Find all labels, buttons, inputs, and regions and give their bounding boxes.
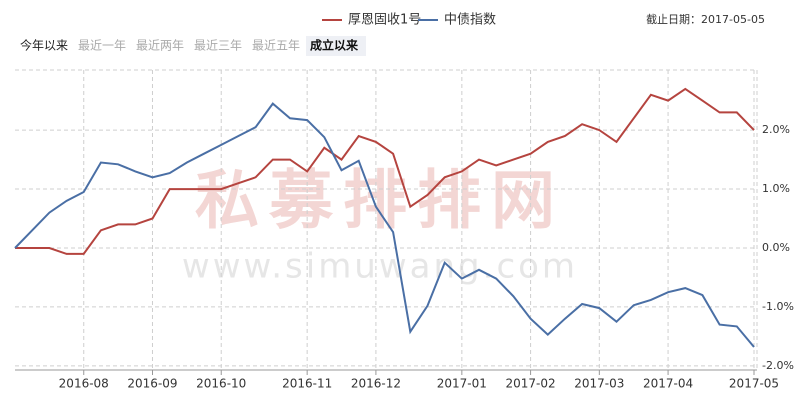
legend-label[interactable]: 中债指数 [444,13,496,28]
x-tick-label: 2016-12 [351,377,401,391]
x-tick-label: 2017-05 [729,377,779,391]
y-tick-label: 2.0% [762,123,790,136]
legend-label[interactable]: 厚恩固收1号 [348,13,421,28]
tab[interactable]: 最近三年 [194,39,242,53]
tab[interactable]: 最近五年 [252,39,300,53]
x-tick-label: 2016-09 [127,377,177,391]
y-tick-label: -2.0% [762,359,794,372]
y-tick-label: 0.0% [762,241,790,254]
tab[interactable]: 最近一年 [78,39,126,53]
y-tick-label: 1.0% [762,182,790,195]
x-tick-label: 2016-10 [196,377,246,391]
x-tick-label: 2017-02 [506,377,556,391]
series-line [15,87,755,255]
tab[interactable]: 今年以来 [20,38,68,53]
watermark-brand: 私募排排网 [195,165,565,239]
series-line [14,102,755,348]
tab[interactable]: 成立以来 [310,38,359,53]
watermark-url: www.simuwang.com [182,247,578,287]
tab-bg [306,36,366,56]
y-tick-label: -1.0% [762,300,794,313]
x-tick-label: 2017-03 [574,377,624,391]
x-tick-label: 2017-04 [643,377,693,391]
date-label: 截止日期：2017-05-05 [646,12,765,26]
x-tick-label: 2017-01 [437,377,487,391]
tab[interactable]: 最近两年 [136,39,184,53]
x-tick-label: 2016-08 [59,377,109,391]
x-tick-label: 2016-11 [282,377,332,391]
